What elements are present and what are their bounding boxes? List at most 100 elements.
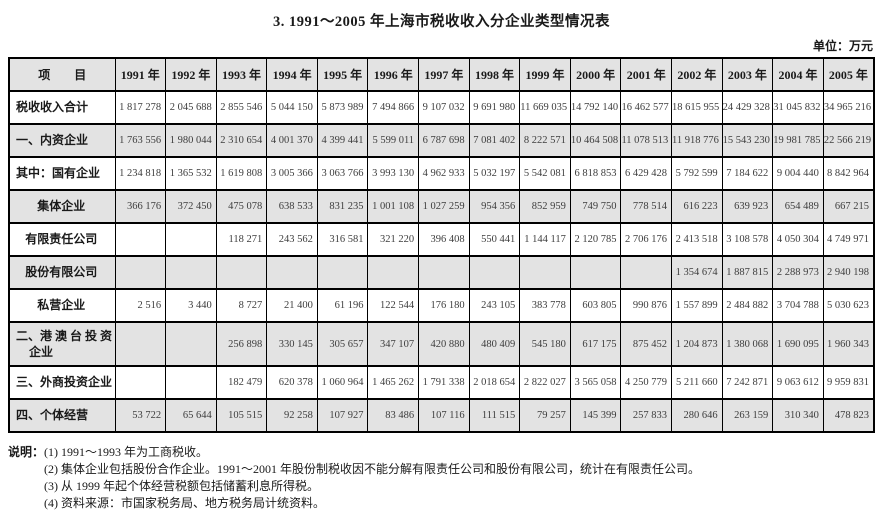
data-cell: 1 380 068: [721, 321, 774, 367]
data-cell: 31 045 832: [772, 90, 824, 125]
data-cell: 53 722: [114, 398, 167, 433]
note-item: (3) 从 1999 年起个体经营税额包括储蓄利息所得税。: [44, 479, 320, 493]
table-row: 税收收入合计 1 817 278 2 045 688 2 855 546 5 044 1…: [8, 90, 875, 125]
year-header: 1992 年: [165, 57, 217, 92]
data-cell: [569, 255, 622, 290]
data-cell: 2 018 654: [468, 365, 521, 400]
data-cell: 475 078: [215, 189, 268, 224]
table-row: 四、个体经营 53 722 65 644 105 515 92 258 107 927 83…: [8, 398, 875, 433]
row-label: 二、港 澳 台 投 资企业: [8, 321, 116, 367]
data-cell: 3 005 366: [266, 156, 318, 191]
data-cell: 1 060 964: [316, 365, 369, 400]
data-cell: [316, 255, 369, 290]
year-header: 1991 年: [114, 57, 167, 92]
note-item: (1) 1991～1993 年为工商税收。: [44, 445, 209, 459]
data-cell: [114, 365, 167, 400]
data-cell: 21 400: [266, 288, 318, 323]
data-cell: [114, 222, 167, 257]
year-header: 1995 年: [316, 57, 369, 92]
table-row: 集体企业 366 176 372 450 475 078 638 533 831 235 1…: [8, 189, 875, 224]
data-cell: 1 001 108: [367, 189, 420, 224]
data-cell: 3 704 788: [772, 288, 824, 323]
data-cell: 2 822 027: [519, 365, 571, 400]
row-label-text: 集体企业: [37, 199, 86, 214]
data-cell: 2 516: [114, 288, 167, 323]
year-header: 1998 年: [468, 57, 521, 92]
data-cell: 3 565 058: [569, 365, 622, 400]
data-cell: 316 581: [316, 222, 369, 257]
note-item: (4) 资料来源：市国家税务局、地方税务局计统资料。: [44, 496, 326, 510]
row-label-text: 私营企业: [37, 298, 86, 313]
table-row: 一、内资企业 1 763 556 1 980 044 2 310 654 4 001 3…: [8, 123, 875, 158]
notes-list: (1) 1991～1993 年为工商税收。 (2) 集体企业包括股份合作企业。19…: [44, 444, 700, 512]
year-header: 1996 年: [367, 57, 420, 92]
data-cell: 24 429 328: [721, 90, 774, 125]
row-label: 股份有限公司: [8, 255, 116, 290]
data-cell: 310 340: [772, 398, 824, 433]
data-cell: 256 898: [215, 321, 268, 367]
data-cell: 749 750: [569, 189, 622, 224]
data-cell: 639 923: [721, 189, 774, 224]
data-cell: 4 399 441: [316, 123, 369, 158]
data-cell: 372 450: [165, 189, 217, 224]
row-label: 集体企业: [8, 189, 116, 224]
data-cell: 9 959 831: [822, 365, 875, 400]
data-cell: 617 175: [569, 321, 622, 367]
data-cell: 875 452: [620, 321, 673, 367]
row-label-text: 其中：国有企业: [16, 166, 101, 181]
data-cell: [519, 255, 571, 290]
row-label: 私营企业: [8, 288, 116, 323]
data-cell: 3 440: [165, 288, 217, 323]
data-cell: 8 727: [215, 288, 268, 323]
table-row: 二、港 澳 台 投 资企业 256 898 330 145 305 657 347 10…: [8, 321, 875, 367]
data-cell: 1 354 674: [671, 255, 723, 290]
data-cell: 7 184 622: [721, 156, 774, 191]
year-header: 2005 年: [822, 57, 875, 92]
year-header: 2000 年: [569, 57, 622, 92]
data-cell: 243 105: [468, 288, 521, 323]
row-label: 四、个体经营: [8, 398, 116, 433]
notes-block: 说明： (1) 1991～1993 年为工商税收。 (2) 集体企业包括股份合作企…: [8, 444, 883, 512]
item-header-cell: 项 目: [8, 57, 116, 92]
year-header: 2004 年: [772, 57, 824, 92]
data-cell: 11 078 513: [620, 123, 673, 158]
data-cell: 16 462 577: [620, 90, 673, 125]
data-cell: 1 027 259: [418, 189, 470, 224]
data-cell: 550 441: [468, 222, 521, 257]
data-cell: 2 120 785: [569, 222, 622, 257]
data-cell: 2 855 546: [215, 90, 268, 125]
data-cell: 654 489: [772, 189, 824, 224]
data-cell: 396 408: [418, 222, 470, 257]
year-header: 1993 年: [215, 57, 268, 92]
row-label-text: 一、内资企业: [16, 133, 89, 148]
year-header: 2002 年: [671, 57, 723, 92]
data-cell: 638 533: [266, 189, 318, 224]
table-row: 有限责任公司 118 271 243 562 316 581 321 220 396 40…: [8, 222, 875, 257]
year-header: 1999 年: [519, 57, 571, 92]
data-cell: 667 215: [822, 189, 875, 224]
data-cell: 383 778: [519, 288, 571, 323]
table-row: 股份有限公司 1 354 674 1 887 815 2 288 973 2 940 1…: [8, 255, 875, 290]
data-cell: 1 763 556: [114, 123, 167, 158]
data-cell: 330 145: [266, 321, 318, 367]
data-cell: 92 258: [266, 398, 318, 433]
data-cell: 1 887 815: [721, 255, 774, 290]
data-cell: 420 880: [418, 321, 470, 367]
row-label: 三、外商投资企业: [8, 365, 116, 400]
data-cell: [165, 255, 217, 290]
year-header: 2001 年: [620, 57, 673, 92]
data-cell: 61 196: [316, 288, 369, 323]
data-cell: 11 669 035: [519, 90, 571, 125]
data-cell: [620, 255, 673, 290]
data-cell: 118 271: [215, 222, 268, 257]
year-header: 1997 年: [418, 57, 470, 92]
row-label-text: 股份有限公司: [25, 265, 98, 280]
data-cell: 2 413 518: [671, 222, 723, 257]
data-cell: 321 220: [367, 222, 420, 257]
row-label: 有限责任公司: [8, 222, 116, 257]
row-label: 一、内资企业: [8, 123, 116, 158]
data-cell: 111 515: [468, 398, 521, 433]
data-cell: 8 222 571: [519, 123, 571, 158]
data-cell: 4 962 933: [418, 156, 470, 191]
data-cell: 176 180: [418, 288, 470, 323]
